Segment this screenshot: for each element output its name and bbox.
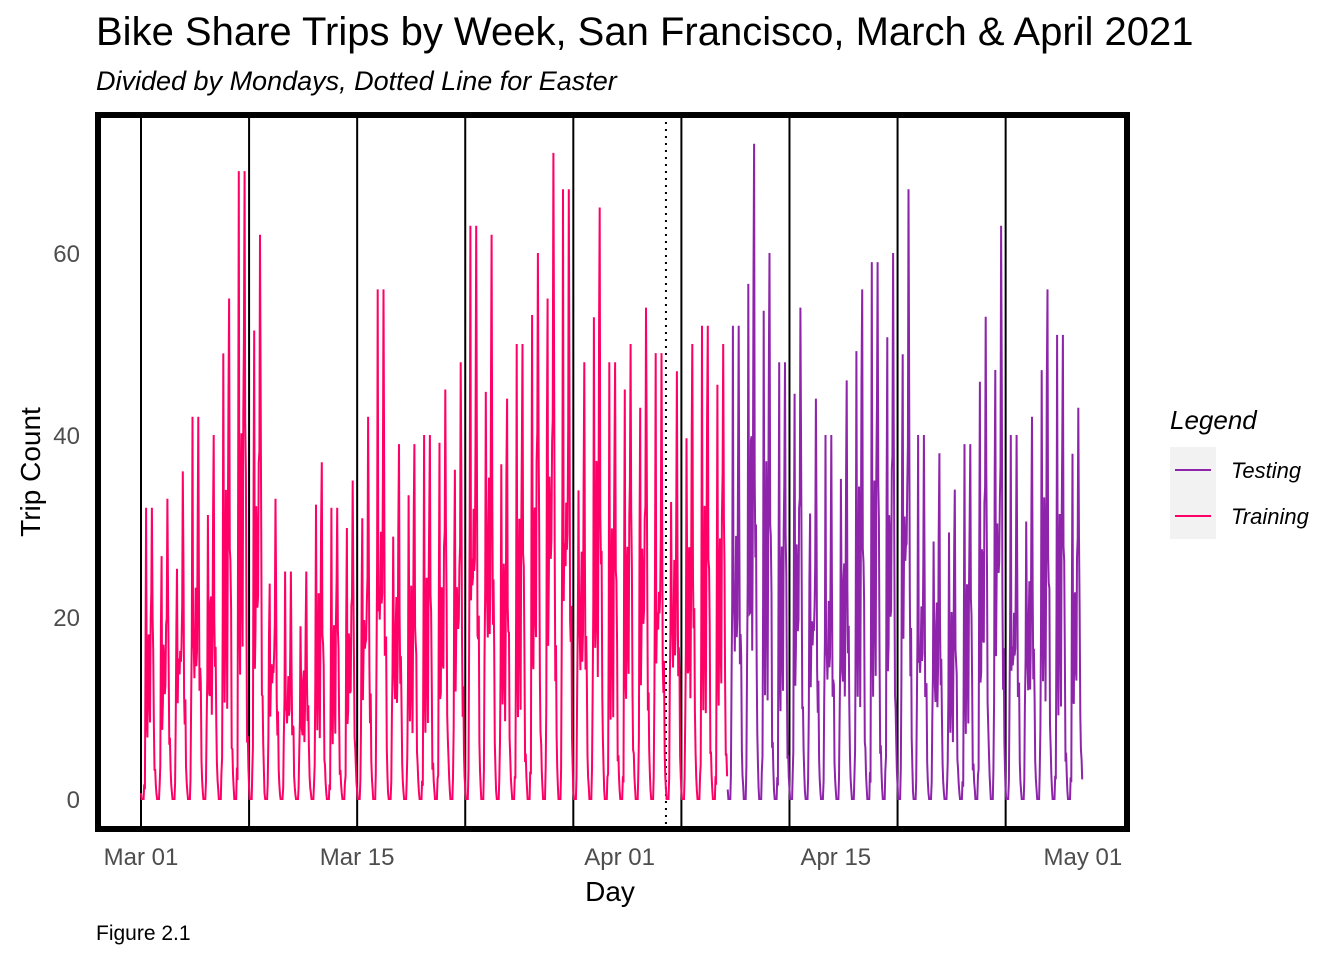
series-line-training xyxy=(140,152,729,800)
y-axis-title: Trip Count xyxy=(15,407,46,537)
chart-subtitle: Divided by Mondays, Dotted Line for East… xyxy=(96,66,617,96)
week-divider-lines xyxy=(140,115,1007,829)
y-tick-label: 20 xyxy=(53,605,80,632)
x-tick-label: Apr 15 xyxy=(800,844,871,871)
legend-label-training: Training xyxy=(1231,504,1310,529)
x-axis-title: Day xyxy=(585,876,635,907)
chart-title: Bike Share Trips by Week, San Francisco,… xyxy=(96,10,1194,54)
y-tick-label: 40 xyxy=(53,423,80,450)
x-tick-label: Apr 01 xyxy=(584,844,655,871)
series-lines xyxy=(140,143,1084,800)
y-tick-label: 60 xyxy=(53,241,80,268)
x-tick-label: Mar 01 xyxy=(104,844,179,871)
x-tick-label: Mar 15 xyxy=(320,844,395,871)
figure-caption: Figure 2.1 xyxy=(96,922,191,945)
legend-title: Legend xyxy=(1170,405,1258,435)
x-tick-label: May 01 xyxy=(1043,844,1122,871)
y-axis-ticks: 0 20 40 60 xyxy=(53,241,80,814)
legend-label-testing: Testing xyxy=(1231,458,1302,483)
series-line-testing xyxy=(726,143,1084,800)
legend: Legend Testing Training xyxy=(1170,405,1310,539)
x-axis-ticks: Mar 01 Mar 15 Apr 01 Apr 15 May 01 xyxy=(104,844,1123,871)
y-tick-label: 0 xyxy=(67,787,80,814)
plot-panel-border xyxy=(95,112,1130,832)
